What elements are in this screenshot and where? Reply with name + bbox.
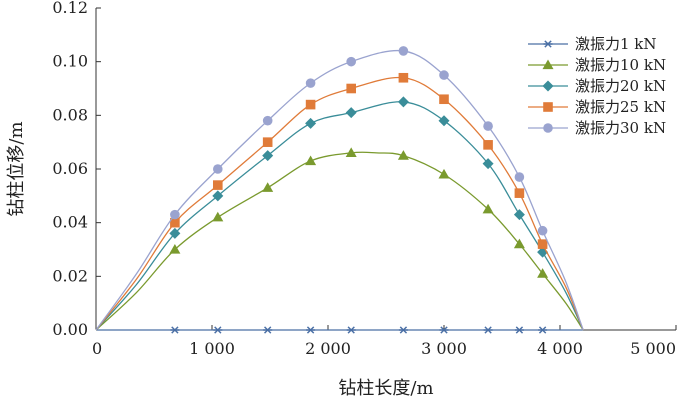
y-tick-label: 0.04: [52, 213, 88, 232]
legend-item: 激振力1 kN: [528, 35, 657, 53]
series-5: [95, 46, 584, 331]
data-point-diamond: [169, 227, 181, 239]
y-axis-title: 钻柱位移/m: [6, 121, 27, 216]
data-point-circle: [398, 46, 409, 56]
data-point-square: [346, 83, 356, 94]
data-point-asterisk: [306, 326, 316, 334]
series-4: [95, 72, 584, 331]
x-tick-label: 3 000: [421, 339, 467, 358]
data-point-square: [262, 137, 273, 147]
data-point-square: [543, 102, 553, 112]
data-point-square: [170, 217, 180, 228]
data-point-diamond: [345, 107, 357, 119]
data-point-asterisk: [213, 326, 223, 334]
data-point-triangle: [438, 168, 450, 179]
data-point-square: [398, 72, 409, 83]
series-line: [95, 151, 584, 331]
data-point-circle: [483, 121, 493, 131]
data-point-triangle: [397, 150, 409, 160]
data-point-diamond: [305, 117, 317, 129]
y-axis: 0.00 0.02 0.04 0.06 0.08 0.10 0.12: [52, 0, 101, 339]
data-point-square: [483, 140, 493, 150]
data-point-diamond: [513, 209, 525, 221]
data-point-asterisk: [263, 326, 273, 334]
x-tick-label: 4 000: [537, 339, 583, 358]
data-point-asterisk: [483, 326, 493, 334]
data-point-circle: [543, 123, 553, 133]
data-point-square: [537, 239, 548, 249]
x-axis-title: 钻柱长度/m: [338, 378, 433, 399]
data-point-triangle: [305, 155, 317, 166]
legend-label: 激振力20 kN: [575, 77, 666, 95]
data-point-circle: [514, 172, 525, 182]
data-point-triangle: [212, 211, 224, 222]
data-point-asterisk: [170, 326, 180, 334]
legend-label: 激振力30 kN: [575, 119, 666, 137]
legend-item: 激振力25 kN: [528, 98, 666, 116]
data-point-asterisk: [398, 326, 408, 334]
y-tick-label: 0.02: [52, 266, 88, 285]
legend: 激振力1 kN 激振力10 kN 激振力20 kN 激振力25 kN 激振力30 kN: [528, 35, 666, 137]
data-point-square: [213, 180, 223, 190]
legend-label: 激振力1 kN: [575, 35, 657, 53]
series-1: [96, 326, 584, 334]
data-point-triangle: [537, 268, 549, 278]
data-point-diamond: [482, 158, 494, 170]
data-point-asterisk: [538, 326, 548, 334]
series-2: [95, 147, 584, 331]
data-point-circle: [213, 164, 223, 174]
data-point-circle: [170, 209, 180, 220]
legend-label: 激振力25 kN: [575, 98, 666, 116]
x-tick-label: 5 000: [630, 339, 676, 358]
y-tick-label: 0.00: [52, 320, 88, 339]
data-point-triangle: [262, 182, 274, 192]
x-tick-label: 1 000: [189, 339, 235, 358]
y-tick-label: 0.10: [52, 52, 88, 71]
x-tick-label: 2 000: [305, 339, 351, 358]
data-point-diamond: [438, 115, 450, 127]
data-point-triangle: [482, 203, 494, 214]
series-layer: [95, 46, 584, 334]
data-point-circle: [346, 56, 357, 67]
data-point-triangle: [513, 238, 525, 249]
x-axis: 0 1 000 2 000 3 000 4 000 5 000: [92, 325, 677, 358]
data-point-diamond: [397, 96, 409, 108]
data-point-circle: [537, 225, 548, 236]
data-point-square: [305, 99, 316, 110]
data-point-square: [439, 94, 449, 105]
data-point-asterisk: [439, 326, 449, 334]
legend-item: 激振力20 kN: [528, 77, 666, 95]
series-line: [95, 101, 584, 331]
x-tick-label: 0: [92, 339, 102, 358]
y-tick-label: 0.08: [52, 105, 88, 124]
data-point-circle: [262, 115, 273, 126]
data-point-triangle: [169, 244, 181, 254]
data-point-asterisk: [514, 326, 524, 334]
legend-item: 激振力10 kN: [528, 56, 666, 74]
data-point-triangle: [542, 59, 554, 70]
data-point-diamond: [262, 150, 274, 162]
series-3: [95, 96, 584, 331]
data-point-circle: [305, 78, 316, 88]
legend-item: 激振力30 kN: [528, 119, 666, 137]
legend-label: 激振力10 kN: [575, 56, 666, 74]
data-point-square: [514, 188, 525, 198]
y-tick-label: 0.06: [52, 159, 88, 178]
data-point-diamond: [542, 80, 554, 92]
data-point-asterisk: [346, 326, 356, 334]
data-point-triangle: [345, 147, 357, 158]
data-point-asterisk: [543, 40, 553, 48]
y-tick-label: 0.12: [52, 0, 88, 17]
data-point-diamond: [212, 190, 224, 202]
data-point-circle: [439, 70, 449, 80]
